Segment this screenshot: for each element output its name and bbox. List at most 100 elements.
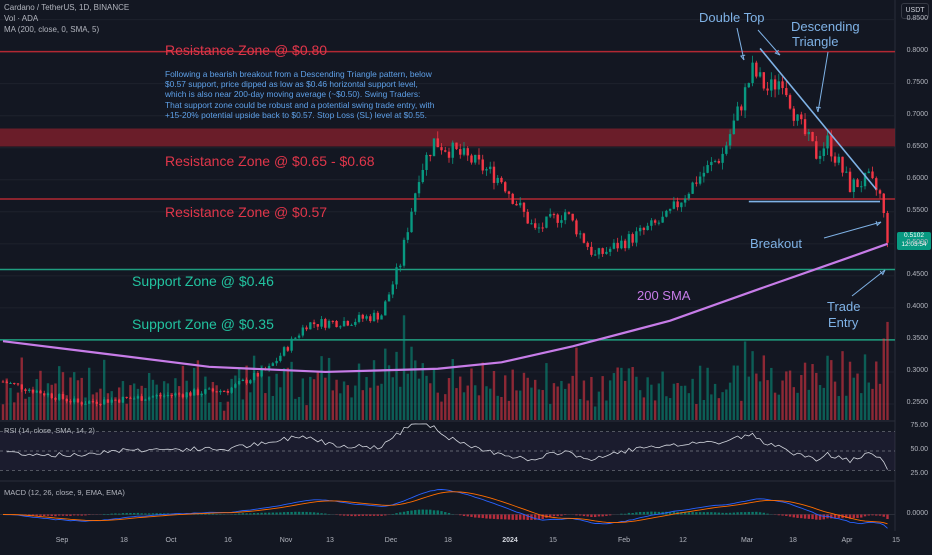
candle-body bbox=[774, 79, 776, 89]
candle-body bbox=[886, 213, 888, 243]
candle-body bbox=[504, 182, 506, 191]
candle-body bbox=[740, 106, 742, 110]
candle-body bbox=[272, 363, 274, 366]
macd-histogram-bar bbox=[688, 512, 690, 514]
volume-bar bbox=[433, 369, 435, 420]
macd-histogram-bar bbox=[515, 515, 517, 520]
volume-bar bbox=[155, 385, 157, 420]
candle-body bbox=[437, 138, 439, 147]
macd-histogram-bar bbox=[601, 515, 603, 517]
macd-histogram-bar bbox=[212, 514, 214, 515]
macd-histogram-bar bbox=[253, 513, 255, 515]
triangle-label: Triangle bbox=[792, 34, 838, 49]
candle-body bbox=[808, 132, 810, 134]
volume-bar bbox=[493, 371, 495, 420]
macd-histogram-bar bbox=[748, 512, 750, 515]
volume-bar bbox=[339, 393, 341, 420]
volume-bar bbox=[718, 398, 720, 420]
symbol-legend[interactable]: Cardano / TetherUS, 1D, BINANCE bbox=[4, 3, 129, 12]
volume-bar bbox=[796, 393, 798, 420]
macd-histogram-bar bbox=[560, 515, 562, 516]
volume-bar bbox=[62, 372, 64, 420]
macd-histogram-bar bbox=[751, 512, 753, 515]
price-tick-label: 0.8000 bbox=[907, 47, 928, 54]
candle-body bbox=[579, 233, 581, 234]
volume-bar bbox=[605, 400, 607, 420]
macd-histogram-bar bbox=[309, 512, 311, 514]
volume-bar bbox=[110, 391, 112, 420]
volume-bar bbox=[287, 368, 289, 420]
macd-histogram-bar bbox=[433, 510, 435, 514]
candle-body bbox=[350, 325, 352, 326]
candle-body bbox=[601, 248, 603, 254]
volume-bar bbox=[395, 352, 397, 420]
volume-bar bbox=[725, 389, 727, 420]
volume-bar bbox=[500, 397, 502, 420]
candle-body bbox=[823, 148, 825, 156]
volume-bar bbox=[208, 403, 210, 420]
resistance-065-label: Resistance Zone @ $0.65 - $0.68 bbox=[165, 153, 375, 169]
volume-bar bbox=[178, 386, 180, 420]
macd-histogram-bar bbox=[766, 514, 768, 515]
candle-body bbox=[384, 301, 386, 315]
volume-bar bbox=[744, 341, 746, 420]
macd-histogram-bar bbox=[740, 512, 742, 514]
candle-body bbox=[523, 203, 525, 212]
candle-body bbox=[755, 63, 757, 77]
volume-bar bbox=[474, 385, 476, 420]
volume-bar bbox=[879, 384, 881, 420]
candle-body bbox=[302, 327, 304, 335]
candle-body bbox=[583, 233, 585, 242]
macd-legend[interactable]: MACD (12, 26, close, 9, EMA, EMA) bbox=[4, 488, 125, 497]
macd-histogram-bar bbox=[594, 515, 596, 518]
candle-body bbox=[793, 109, 795, 121]
support-035-label: Support Zone @ $0.35 bbox=[132, 316, 274, 332]
resistance-080-label: Resistance Zone @ $0.80 bbox=[165, 42, 327, 58]
macd-histogram-bar bbox=[437, 510, 439, 514]
macd-tick-label: 0.0000 bbox=[907, 510, 928, 517]
candle-body bbox=[208, 389, 210, 390]
macd-histogram-bar bbox=[646, 512, 648, 515]
volume-bar bbox=[864, 354, 866, 420]
volume-bar bbox=[706, 368, 708, 420]
rsi-legend[interactable]: RSI (14, close, SMA, 14, 2) bbox=[4, 426, 95, 435]
candle-body bbox=[530, 223, 532, 224]
volume-bar bbox=[485, 386, 487, 420]
volume-bar bbox=[54, 383, 56, 420]
support-046-label: Support Zone @ $0.46 bbox=[132, 273, 274, 289]
candle-body bbox=[448, 152, 450, 158]
macd-histogram-bar bbox=[354, 515, 356, 517]
ma-legend[interactable]: MA (200, close, 0, SMA, 5) bbox=[4, 25, 99, 34]
macd-histogram-bar bbox=[51, 515, 53, 517]
volume-bar bbox=[463, 392, 465, 420]
volume-bar bbox=[144, 388, 146, 420]
candle-body bbox=[463, 148, 465, 155]
volume-bar bbox=[549, 404, 551, 420]
macd-histogram-bar bbox=[590, 515, 592, 518]
macd-histogram-bar bbox=[84, 515, 86, 516]
macd-histogram-bar bbox=[467, 515, 469, 517]
macd-histogram-bar bbox=[444, 512, 446, 514]
candle-body bbox=[497, 178, 499, 183]
volume-bar bbox=[335, 380, 337, 420]
volume-legend[interactable]: Vol · ADA bbox=[4, 14, 38, 23]
macd-histogram-bar bbox=[47, 515, 49, 516]
volume-bar bbox=[43, 395, 45, 420]
macd-histogram-bar bbox=[81, 515, 83, 516]
trade-label: Trade bbox=[827, 299, 860, 314]
candle-body bbox=[586, 243, 588, 247]
volume-bar bbox=[51, 385, 53, 420]
candle-body bbox=[223, 391, 225, 392]
macd-histogram-bar bbox=[414, 510, 416, 514]
volume-bar bbox=[669, 398, 671, 420]
volume-bar bbox=[6, 378, 8, 420]
volume-bar bbox=[24, 399, 26, 420]
candle-body bbox=[729, 134, 731, 145]
macd-histogram-bar bbox=[871, 515, 873, 516]
candle-body bbox=[482, 159, 484, 170]
macd-histogram-bar bbox=[418, 510, 420, 515]
candle-body bbox=[512, 194, 514, 204]
macd-histogram-bar bbox=[403, 512, 405, 515]
macd-histogram-bar bbox=[759, 512, 761, 514]
time-tick-label: Oct bbox=[166, 537, 177, 544]
